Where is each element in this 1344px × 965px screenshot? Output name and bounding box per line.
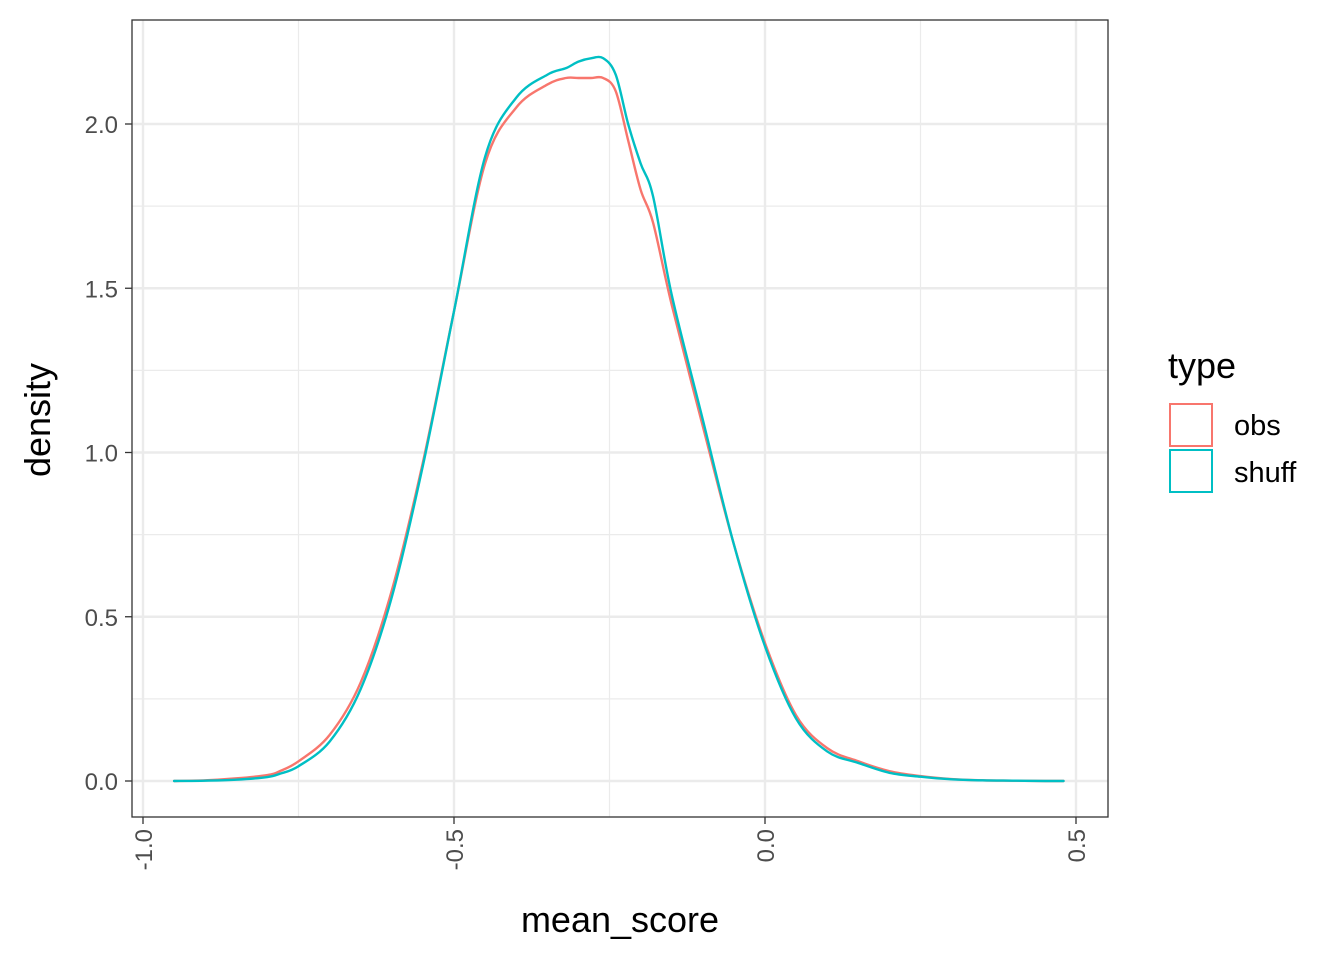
x-axis-label: mean_score [521, 899, 719, 940]
y-tick-label: 0.0 [85, 769, 118, 796]
grid-major [132, 20, 1108, 817]
y-tick-label: 1.5 [85, 276, 118, 303]
legend-entry-obs: obs [1169, 403, 1281, 447]
y-tick-label: 2.0 [85, 112, 118, 139]
x-tick-label: 0.5 [1064, 829, 1091, 862]
legend-label-obs: obs [1234, 410, 1281, 442]
legend-label-shuff: shuff [1234, 457, 1297, 489]
legend-key-obs [1169, 403, 1213, 447]
y-axis: 0.0 0.5 1.0 1.5 2.0 [85, 112, 132, 796]
legend-key-shuff [1169, 449, 1213, 493]
series-layer [172, 55, 1065, 783]
y-axis-label: density [17, 363, 58, 477]
series-line-obs [172, 75, 1065, 783]
legend: type obs shuff [1168, 345, 1297, 493]
y-tick-label: 1.0 [85, 441, 118, 468]
x-tick-label: -1.0 [131, 829, 158, 870]
y-tick-label: 0.5 [85, 605, 118, 632]
x-tick-label: -0.5 [442, 829, 469, 870]
legend-entry-shuff: shuff [1169, 449, 1297, 493]
series-line-shuff [172, 55, 1065, 783]
legend-title: type [1168, 345, 1236, 386]
x-axis: -1.0 -0.5 0.0 0.5 [131, 817, 1091, 870]
x-tick-label: 0.0 [753, 829, 780, 862]
grid-minor [132, 20, 1108, 817]
plot-panel-border [131, 19, 1109, 818]
